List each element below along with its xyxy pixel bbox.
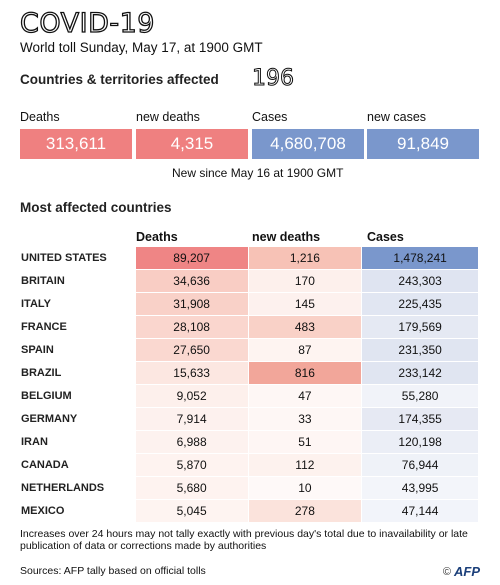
country-name: MEXICO — [21, 504, 65, 517]
new-deaths-cell: 51 — [248, 430, 362, 453]
cases-cell: 174,355 — [362, 407, 478, 430]
affected-label: Countries & territories affected — [20, 72, 219, 87]
table-row: BRAZIL 15,633 816 233,142 — [20, 361, 479, 384]
deaths-cell: 5,870 — [135, 453, 248, 476]
new-deaths-cell: 33 — [248, 407, 362, 430]
cases-cell: 1,478,241 — [362, 246, 478, 269]
cases-cell: 76,944 — [362, 453, 478, 476]
new-deaths-cell: 145 — [248, 292, 362, 315]
table-row: MEXICO 5,045 278 47,144 — [20, 499, 479, 522]
country-name: NETHERLANDS — [21, 481, 105, 494]
country-name: SPAIN — [21, 343, 54, 356]
new-deaths-cell: 87 — [248, 338, 362, 361]
new-deaths-cell: 483 — [248, 315, 362, 338]
deaths-cell: 89,207 — [135, 246, 248, 269]
summary-cases-label: Cases — [252, 110, 288, 124]
cases-cell: 231,350 — [362, 338, 478, 361]
deaths-cell: 5,045 — [135, 499, 248, 522]
new-deaths-cell: 1,216 — [248, 246, 362, 269]
cases-cell: 43,995 — [362, 476, 478, 499]
affected-value: 196 — [252, 66, 295, 92]
table-title: Most affected countries — [20, 200, 172, 215]
table-row: FRANCE 28,108 483 179,569 — [20, 315, 479, 338]
country-name: BELGIUM — [21, 389, 72, 402]
country-name: IRAN — [21, 435, 48, 448]
column-header-deaths: Deaths — [136, 230, 178, 244]
deaths-cell: 5,680 — [135, 476, 248, 499]
source-note: Sources: AFP tally based on official tol… — [20, 565, 206, 577]
country-name: UNITED STATES — [21, 251, 107, 264]
footnote: Increases over 24 hours may not tally ex… — [20, 528, 468, 552]
cases-cell: 47,144 — [362, 499, 478, 522]
country-name: GERMANY — [21, 412, 78, 425]
table-row: BELGIUM 9,052 47 55,280 — [20, 384, 479, 407]
cases-cell: 179,569 — [362, 315, 478, 338]
new-deaths-cell: 47 — [248, 384, 362, 407]
deaths-cell: 34,636 — [135, 269, 248, 292]
country-name: ITALY — [21, 297, 51, 310]
table-row: GERMANY 7,914 33 174,355 — [20, 407, 479, 430]
page-title: COVID-19 — [19, 7, 155, 39]
new-deaths-cell: 10 — [248, 476, 362, 499]
deaths-cell: 15,633 — [135, 361, 248, 384]
cases-cell: 225,435 — [362, 292, 478, 315]
new-deaths-cell: 816 — [248, 361, 362, 384]
afp-credit: © AFP — [443, 564, 480, 579]
countries-table: UNITED STATES 89,207 1,216 1,478,241 BRITAIN… — [20, 246, 479, 522]
deaths-cell: 7,914 — [135, 407, 248, 430]
summary-new-deaths-label: new deaths — [136, 110, 200, 124]
summary-cases-value: 4,680,708 — [252, 129, 364, 159]
country-name: CANADA — [21, 458, 69, 471]
new-deaths-cell: 278 — [248, 499, 362, 522]
new-deaths-cell: 170 — [248, 269, 362, 292]
table-row: CANADA 5,870 112 76,944 — [20, 453, 479, 476]
deaths-cell: 9,052 — [135, 384, 248, 407]
table-row: SPAIN 27,650 87 231,350 — [20, 338, 479, 361]
country-name: BRAZIL — [21, 366, 62, 379]
column-header-new-deaths: new deaths — [252, 230, 321, 244]
table-row: BRITAIN 34,636 170 243,303 — [20, 269, 479, 292]
table-row: UNITED STATES 89,207 1,216 1,478,241 — [20, 246, 479, 269]
table-row: IRAN 6,988 51 120,198 — [20, 430, 479, 453]
country-name: BRITAIN — [21, 274, 65, 287]
table-row: NETHERLANDS 5,680 10 43,995 — [20, 476, 479, 499]
table-row: ITALY 31,908 145 225,435 — [20, 292, 479, 315]
deaths-cell: 27,650 — [135, 338, 248, 361]
deaths-cell: 31,908 — [135, 292, 248, 315]
cases-cell: 233,142 — [362, 361, 478, 384]
new-deaths-cell: 112 — [248, 453, 362, 476]
column-header-cases: Cases — [367, 230, 404, 244]
summary-new-deaths-value: 4,315 — [136, 129, 248, 159]
summary-deaths-label: Deaths — [20, 110, 60, 124]
deaths-cell: 6,988 — [135, 430, 248, 453]
summary-new-cases-value: 91,849 — [367, 129, 479, 159]
deaths-cell: 28,108 — [135, 315, 248, 338]
country-name: FRANCE — [21, 320, 67, 333]
cases-cell: 120,198 — [362, 430, 478, 453]
since-note: New since May 16 at 1900 GMT — [172, 166, 344, 180]
summary-deaths-value: 313,611 — [20, 129, 132, 159]
summary-new-cases-label: new cases — [367, 110, 427, 124]
cases-cell: 55,280 — [362, 384, 478, 407]
page-subtitle: World toll Sunday, May 17, at 1900 GMT — [20, 40, 263, 55]
copyright-symbol: © — [442, 565, 451, 578]
cases-cell: 243,303 — [362, 269, 478, 292]
afp-logo: AFP — [454, 564, 480, 579]
